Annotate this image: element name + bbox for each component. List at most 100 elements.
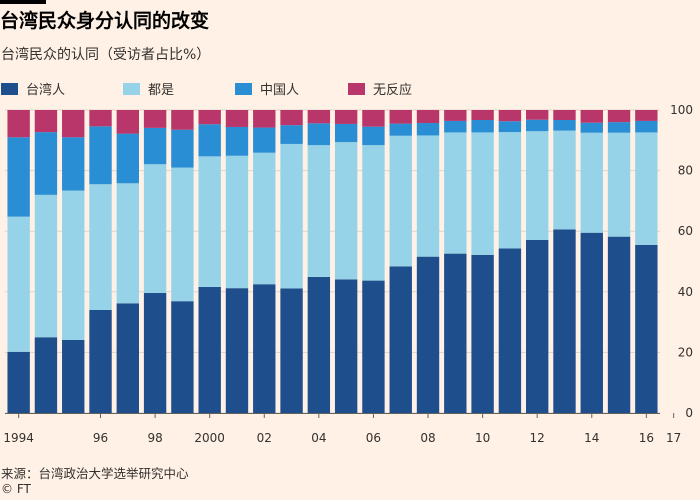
bar-2014-series-1 bbox=[553, 130, 576, 230]
legend-item-chinese: 中国人 bbox=[235, 79, 348, 98]
x-tick-label-10: 10 bbox=[475, 431, 490, 445]
legend-label-taiwanese: 台湾人 bbox=[26, 83, 66, 98]
x-tick-label-16: 16 bbox=[639, 431, 654, 445]
bar-2017-series-1 bbox=[635, 132, 658, 245]
legend-item-taiwanese: 台湾人 bbox=[1, 79, 123, 98]
bar-1998-series-1 bbox=[116, 183, 139, 304]
bar-2001-series-0 bbox=[198, 286, 221, 413]
bar-1997-series-2 bbox=[89, 126, 112, 185]
y-tick-label-100: 100 bbox=[670, 103, 693, 117]
bar-1998-series-2 bbox=[116, 133, 139, 184]
bar-1997-series-3 bbox=[89, 110, 112, 127]
x-tick-label-2000: 2000 bbox=[194, 431, 225, 445]
bar-2003-series-0 bbox=[253, 284, 276, 413]
bar-2001-series-3 bbox=[198, 110, 221, 125]
bar-1994-series-3 bbox=[7, 110, 30, 138]
x-tick-label-1994: 1994 bbox=[3, 431, 34, 445]
bar-2000-series-0 bbox=[171, 301, 194, 413]
y-tick-label-20: 20 bbox=[678, 345, 693, 359]
bar-2011-series-2 bbox=[471, 120, 494, 133]
y-tick-label-60: 60 bbox=[678, 224, 693, 238]
bar-1998-series-0 bbox=[116, 303, 139, 413]
legend-swatch-both bbox=[123, 82, 140, 95]
bar-2016-series-0 bbox=[607, 236, 631, 413]
bar-2010-series-1 bbox=[444, 132, 467, 254]
bar-2017-series-2 bbox=[635, 120, 658, 133]
bar-2009-series-0 bbox=[416, 256, 440, 413]
bar-1997-series-0 bbox=[89, 309, 112, 413]
chart-title: 台湾民众身分认同的改变 bbox=[0, 10, 210, 32]
bar-2014-series-2 bbox=[553, 120, 576, 131]
bar-2007-series-1 bbox=[362, 145, 385, 281]
bar-2007-series-2 bbox=[362, 126, 385, 146]
x-tick-label-17: 17 bbox=[666, 431, 681, 445]
bar-2003-series-3 bbox=[253, 110, 276, 128]
top-accent-bar bbox=[0, 0, 46, 4]
bar-2015-series-2 bbox=[580, 122, 603, 133]
x-tick-label-12: 12 bbox=[530, 431, 545, 445]
bar-2004-series-3 bbox=[280, 110, 303, 126]
bar-1999-series-0 bbox=[143, 293, 167, 413]
chart-subtitle: 台湾民众的认同（受访者占比%） bbox=[1, 47, 211, 63]
legend-item-no-response: 无反应 bbox=[348, 79, 412, 98]
bar-2008-series-0 bbox=[389, 266, 412, 413]
bar-1995-series-0 bbox=[34, 337, 58, 413]
bar-2011-series-0 bbox=[471, 254, 494, 413]
bar-2016-series-1 bbox=[607, 132, 631, 237]
y-tick-label-0: 0 bbox=[685, 406, 693, 420]
bar-1995-series-1 bbox=[34, 194, 58, 338]
source-note: 来源：台湾政治大学选举研究中心 bbox=[1, 466, 189, 481]
bar-1996-series-1 bbox=[62, 190, 85, 340]
bar-2010-series-3 bbox=[444, 110, 467, 121]
bar-1996-series-2 bbox=[62, 137, 85, 191]
bar-2002-series-3 bbox=[225, 110, 249, 127]
bar-2001-series-2 bbox=[198, 124, 221, 157]
bar-2008-series-1 bbox=[389, 135, 412, 267]
bar-2000-series-3 bbox=[171, 110, 194, 130]
x-tick-label-14: 14 bbox=[584, 431, 599, 445]
x-tick-label-06: 06 bbox=[366, 431, 381, 445]
bar-2007-series-3 bbox=[362, 110, 385, 127]
x-tick-label-08: 08 bbox=[420, 431, 435, 445]
bar-1998-series-3 bbox=[116, 110, 139, 134]
bar-1996-series-0 bbox=[62, 339, 85, 413]
bar-2004-series-2 bbox=[280, 125, 303, 144]
bar-2014-series-0 bbox=[553, 229, 576, 413]
bar-2013-series-3 bbox=[526, 110, 549, 120]
bar-2012-series-2 bbox=[498, 121, 522, 133]
bar-2006-series-3 bbox=[334, 110, 358, 124]
bar-2017-series-0 bbox=[635, 244, 658, 413]
bar-2002-series-2 bbox=[225, 126, 249, 156]
bar-2013-series-0 bbox=[526, 239, 549, 413]
bar-2015-series-0 bbox=[580, 232, 603, 413]
bar-2004-series-1 bbox=[280, 143, 303, 289]
bar-2009-series-3 bbox=[416, 110, 440, 124]
bar-2010-series-2 bbox=[444, 120, 467, 133]
legend-label-no-response: 无反应 bbox=[373, 83, 413, 98]
legend-label-chinese: 中国人 bbox=[260, 83, 300, 98]
bar-1996-series-3 bbox=[62, 110, 85, 138]
legend-label-both: 都是 bbox=[148, 83, 175, 98]
bar-2004-series-0 bbox=[280, 288, 303, 413]
bar-2013-series-2 bbox=[526, 119, 549, 132]
bar-2014-series-3 bbox=[553, 110, 576, 120]
legend-swatch-chinese bbox=[235, 82, 252, 95]
x-tick-label-96: 96 bbox=[93, 431, 108, 445]
bar-2012-series-3 bbox=[498, 110, 522, 122]
bar-2012-series-1 bbox=[498, 132, 522, 249]
y-tick-label-40: 40 bbox=[678, 285, 693, 299]
bar-2009-series-2 bbox=[416, 123, 440, 136]
bar-2008-series-3 bbox=[389, 110, 412, 124]
bar-2011-series-1 bbox=[471, 132, 494, 255]
bar-2002-series-1 bbox=[225, 155, 249, 289]
bar-1999-series-3 bbox=[143, 110, 167, 128]
bar-1995-series-3 bbox=[34, 110, 58, 133]
bar-2005-series-0 bbox=[307, 276, 331, 413]
legend-item-both: 都是 bbox=[123, 79, 235, 98]
chart-legend: 台湾人 都是 中国人 无反应 bbox=[1, 79, 412, 98]
x-tick-label-98: 98 bbox=[147, 431, 162, 445]
bar-2016-series-3 bbox=[607, 110, 631, 123]
bar-2006-series-0 bbox=[334, 279, 358, 413]
bar-2010-series-0 bbox=[444, 253, 467, 413]
